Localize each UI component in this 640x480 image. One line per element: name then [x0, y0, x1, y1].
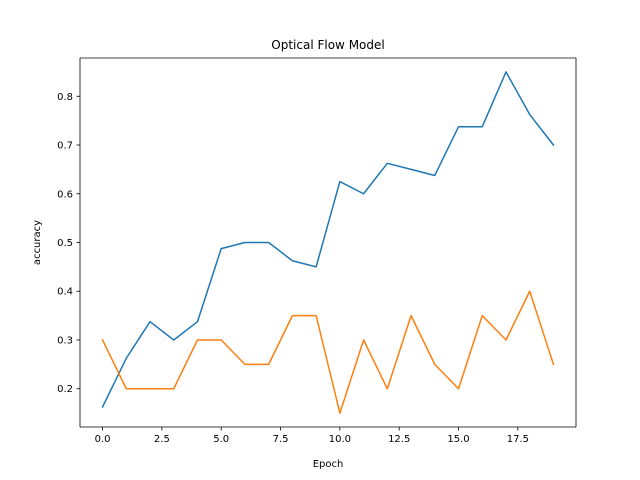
y-tick-label: 0.3 — [57, 335, 73, 346]
x-tick-label: 0.0 — [95, 434, 111, 445]
series-lines — [101, 71, 555, 414]
chart-title: Optical Flow Model — [271, 38, 384, 52]
x-tick-label: 2.5 — [154, 434, 170, 445]
y-tick-label: 0.2 — [57, 384, 73, 395]
x-tick-label: 15.0 — [447, 434, 469, 445]
x-axis-ticks: 0.0 2.5 5.0 7.5 10.0 12.5 15.0 17.5 — [95, 427, 529, 445]
x-tick-label: 12.5 — [388, 434, 410, 445]
plot-area — [80, 58, 576, 427]
series-line-2 — [101, 290, 555, 414]
y-tick-label: 0.5 — [57, 238, 73, 249]
y-axis-ticks: 0.2 0.3 0.4 0.5 0.6 0.7 0.8 — [57, 92, 80, 395]
plot-frame — [79, 57, 577, 428]
series-line-1 — [101, 71, 555, 409]
x-axis-label: Epoch — [313, 459, 344, 470]
y-axis-label: accuracy — [32, 220, 43, 265]
x-tick-label: 10.0 — [329, 434, 351, 445]
y-tick-label: 0.4 — [57, 287, 73, 298]
x-tick-label: 7.5 — [273, 434, 289, 445]
y-tick-label: 0.8 — [57, 92, 73, 103]
y-tick-label: 0.6 — [57, 189, 73, 200]
y-tick-label: 0.7 — [57, 141, 73, 152]
x-tick-label: 5.0 — [213, 434, 229, 445]
x-tick-label: 17.5 — [507, 434, 529, 445]
